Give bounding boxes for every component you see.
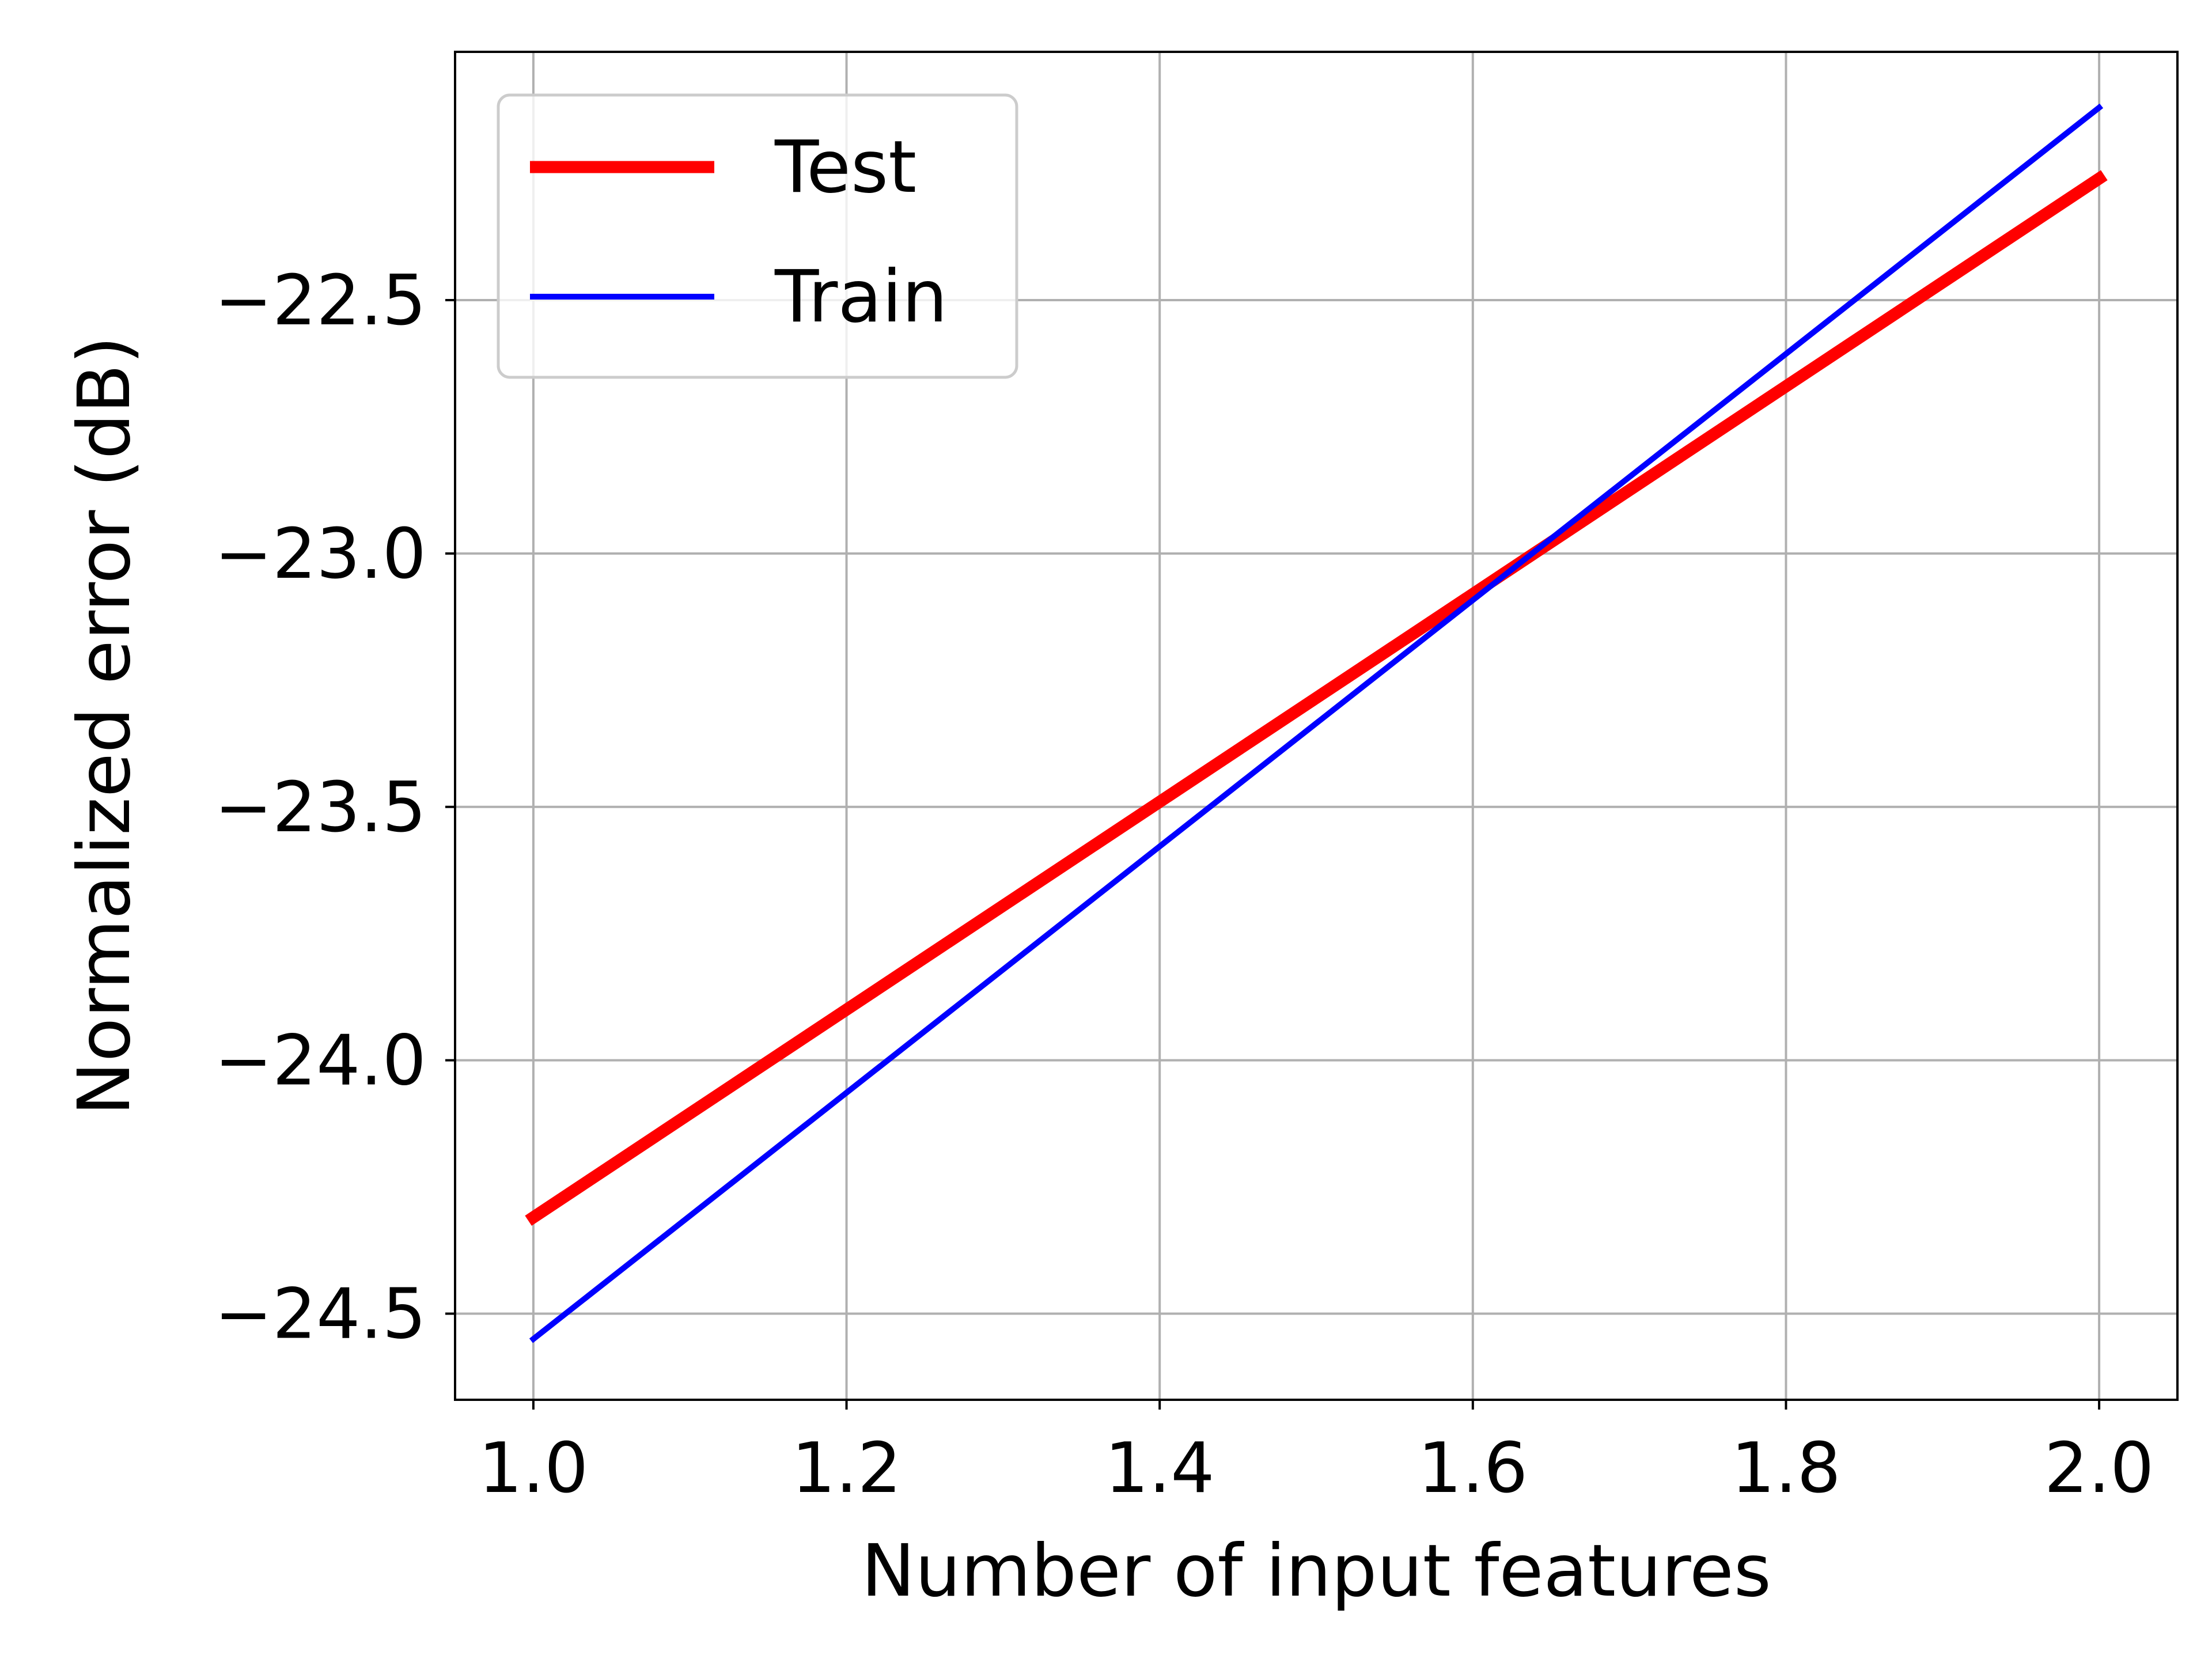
y-tick-label: −24.0 bbox=[214, 1021, 426, 1101]
x-axis: 1.0 1.2 1.4 1.6 1.8 2.0 bbox=[478, 1400, 2154, 1509]
x-tick-label: 2.0 bbox=[2044, 1429, 2154, 1509]
legend: Test Train bbox=[497, 93, 1018, 379]
series-line-train bbox=[529, 103, 2104, 1343]
x-tick-label: 1.2 bbox=[791, 1429, 902, 1509]
x-tick-label: 1.4 bbox=[1105, 1429, 1215, 1509]
x-tick-label: 1.0 bbox=[478, 1429, 588, 1509]
y-tick-label: −23.0 bbox=[214, 514, 426, 594]
y-tick-label: −24.5 bbox=[214, 1274, 426, 1354]
x-tick-label: 1.6 bbox=[1418, 1429, 1528, 1509]
plot-area-frame bbox=[454, 51, 2179, 1401]
series-lines bbox=[525, 103, 2108, 1343]
y-tick-label: −23.5 bbox=[214, 768, 426, 848]
x-axis-label: Number of input features bbox=[861, 1529, 1771, 1613]
y-axis-label: Normalized error (dB) bbox=[63, 336, 146, 1116]
legend-label-test: Test bbox=[774, 126, 916, 209]
y-tick-label: −22.5 bbox=[214, 261, 426, 341]
legend-label-train: Train bbox=[774, 255, 948, 339]
x-tick-label: 1.8 bbox=[1731, 1429, 1841, 1509]
series-line-test bbox=[525, 170, 2108, 1226]
y-axis: −22.5 −23.0 −23.5 −24.0 −24.5 bbox=[214, 261, 455, 1354]
